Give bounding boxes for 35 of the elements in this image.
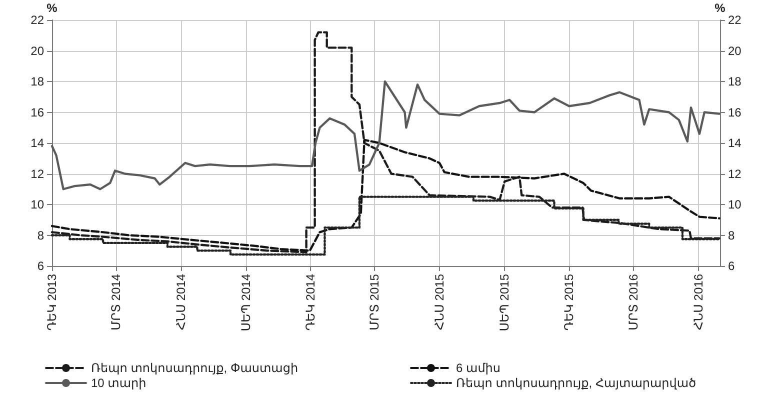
- y2-tick-label: 12: [728, 166, 742, 181]
- y2-tick-label: 8: [728, 228, 735, 242]
- y-tick-label: 20: [30, 44, 44, 58]
- x-tick-label: ՍԵՊ 2015: [498, 274, 512, 332]
- y-tick-label: 16: [30, 105, 44, 120]
- legend-label: 10 տարի: [91, 376, 146, 390]
- y2-tick-label: 20: [728, 44, 742, 58]
- legend-label: Ռեպո տոկոսադրույք, Փաստացի: [91, 361, 298, 375]
- y2-tick-label: 6: [728, 259, 735, 273]
- x-tick-label: ՍԵՊ 2014: [239, 274, 254, 332]
- y2-tick-label: 10: [728, 198, 742, 212]
- x-tick-label: ՀՆՍ 2016: [692, 274, 706, 330]
- x-tick-label: ՄՐՏ 2016: [626, 274, 641, 330]
- y2-tick-label: 14: [728, 136, 742, 150]
- legend-label: 6 ամիս: [456, 361, 501, 375]
- y-tick-label: 18: [30, 74, 44, 88]
- x-tick-label: ՄՐՏ 2014: [108, 274, 123, 330]
- y2-tick-label: 18: [728, 74, 742, 88]
- x-tick-label: ՀՆՍ 2015: [432, 274, 446, 330]
- y-tick-label: 10: [30, 198, 44, 212]
- x-tick-label: ԴԵԿ 2013: [45, 274, 59, 331]
- y-tick-label: 12: [30, 166, 44, 181]
- legend-label: Ռեպո տոկոսադրույք, Հայտարարված: [456, 376, 696, 390]
- y-axis-title: %: [46, 1, 58, 15]
- y-tick-label: 8: [37, 228, 44, 242]
- x-tick-label: ԴԵԿ 2015: [562, 274, 576, 331]
- x-tick-label: ՄՐՏ 2015: [367, 274, 382, 330]
- y-tick-label: 6: [37, 259, 44, 273]
- x-tick-label: ՀՆՍ 2014: [174, 274, 188, 330]
- y-tick-label: 14: [30, 136, 44, 150]
- y2-tick-label: 16: [728, 105, 742, 120]
- y2-axis-title: %: [714, 1, 726, 15]
- y-tick-label: 22: [30, 13, 44, 27]
- y2-tick-label: 22: [728, 13, 742, 27]
- x-tick-label: ԴԵԿ 2014: [304, 274, 318, 331]
